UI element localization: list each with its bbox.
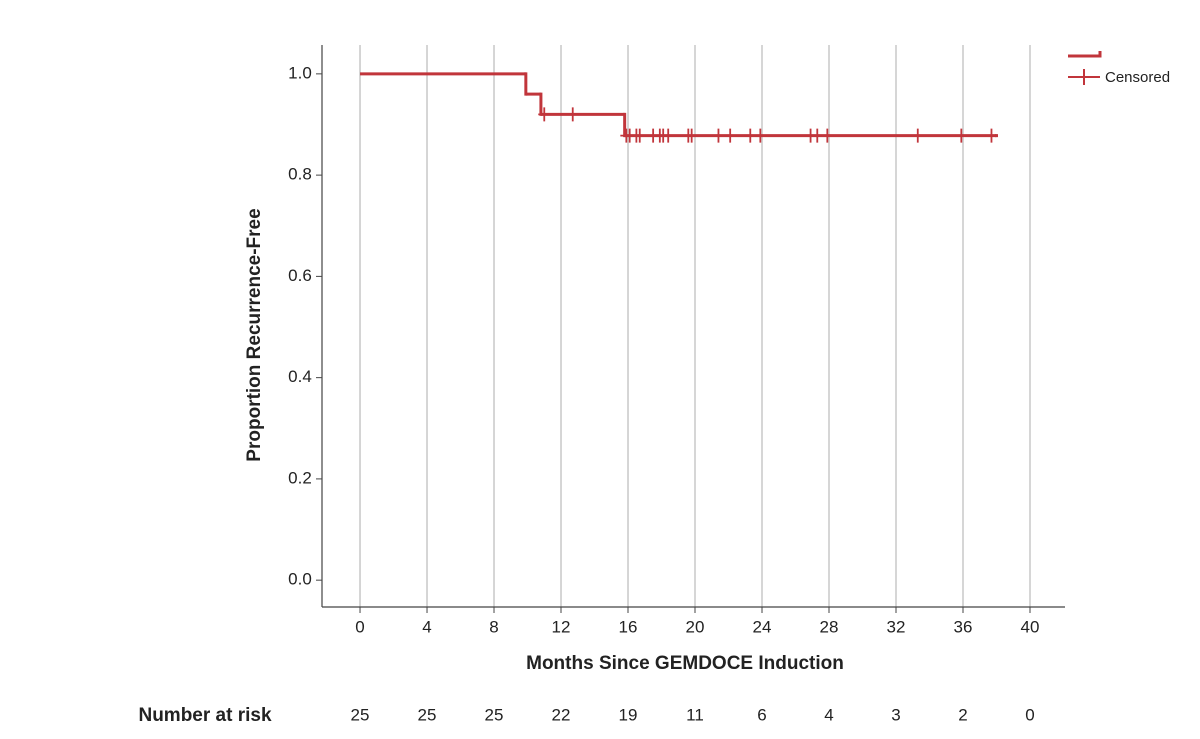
x-tick-label: 24: [753, 617, 772, 636]
x-tick-label: 4: [422, 617, 431, 636]
censor-mark: [724, 128, 737, 143]
at-risk-value: 0: [1025, 705, 1034, 724]
censor-mark: [712, 128, 725, 143]
x-tick-label: 8: [489, 617, 498, 636]
censor-mark: [685, 128, 698, 143]
at-risk-value: 25: [418, 705, 437, 724]
censor-mark: [911, 128, 924, 143]
at-risk-value: 19: [619, 705, 638, 724]
x-tick-label: 12: [552, 617, 571, 636]
censor-mark: [811, 128, 824, 143]
censor-mark: [538, 107, 551, 122]
censor-mark: [955, 128, 968, 143]
censor-mark: [662, 128, 675, 143]
at-risk-value: 3: [891, 705, 900, 724]
censor-mark: [633, 128, 646, 143]
x-tick-label: 20: [686, 617, 705, 636]
censor-mark: [754, 128, 767, 143]
x-tick-label: 16: [619, 617, 638, 636]
y-axis-label: Proportion Recurrence-Free: [244, 208, 265, 461]
y-tick-label: 1.0: [288, 63, 312, 82]
legend-censor-icon: [1068, 69, 1100, 85]
legend-step-icon: [1068, 51, 1102, 58]
censor-mark: [985, 128, 998, 143]
x-tick-label: 40: [1021, 617, 1040, 636]
at-risk-value: 6: [757, 705, 766, 724]
y-tick-label: 0.2: [288, 468, 312, 487]
at-risk-value: 4: [824, 705, 833, 724]
y-tick-label: 0.6: [288, 266, 312, 285]
x-tick-label: 0: [355, 617, 364, 636]
x-tick-label: 32: [887, 617, 906, 636]
x-tick-label: 36: [954, 617, 973, 636]
legend-label: Censored: [1105, 69, 1170, 86]
at-risk-value: 25: [485, 705, 504, 724]
at-risk-value: 2: [958, 705, 967, 724]
y-tick-label: 0.4: [288, 367, 312, 386]
at-risk-label: Number at risk: [138, 705, 271, 726]
at-risk-value: 11: [686, 705, 704, 724]
censor-mark: [566, 107, 579, 122]
censor-mark: [744, 128, 757, 143]
y-tick-label: 0.0: [288, 570, 312, 589]
at-risk-value: 25: [351, 705, 370, 724]
x-axis-label: Months Since GEMDOCE Induction: [526, 653, 844, 674]
censor-mark: [821, 128, 834, 143]
y-tick-label: 0.8: [288, 165, 312, 184]
at-risk-value: 22: [552, 705, 571, 724]
x-tick-label: 28: [820, 617, 839, 636]
